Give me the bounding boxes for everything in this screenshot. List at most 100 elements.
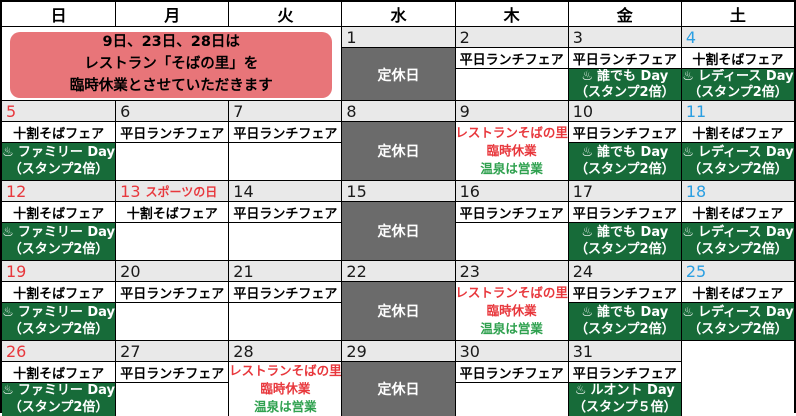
week-row-1: 9日、23日、28日は レストラン「そばの里」を 臨時休業とさせていただきます … <box>2 26 794 102</box>
day-cell-1: 1 定休日 <box>341 27 455 102</box>
weekday-label-fri: 金 <box>567 2 681 26</box>
event-label: ♨ ファミリー Day （スタンプ2倍） <box>2 223 116 260</box>
week-row-5: 26 十割そばフェア ♨ ファミリー Day （スタンプ2倍） 27 平日ランチフ… <box>2 340 794 416</box>
fair-label: 平日ランチフェア <box>116 362 229 383</box>
day-cell-14: 14 平日ランチフェア <box>228 181 342 260</box>
restaurant-name: レストランそばの里 <box>229 363 342 378</box>
day-number: 17 <box>568 181 681 202</box>
day-cell-11: 11 十割そばフェア ♨ レディース Day （スタンプ2倍） <box>680 101 794 180</box>
day-number: 10 <box>568 101 681 122</box>
restaurant-name: レストランそばの里 <box>455 124 568 140</box>
day-number: 28 <box>229 341 342 362</box>
event-stamp: （スタンプ2倍） <box>688 161 788 177</box>
day-cell-18: 18 十割そばフェア ♨ レディース Day （スタンプ2倍） <box>680 181 794 260</box>
fair-label: 平日ランチフェア <box>568 122 681 143</box>
restaurant-closure-notice: 9日、23日、28日は レストラン「そばの里」を 臨時休業とさせていただきます <box>10 32 333 98</box>
day-cell-5: 5 十割そばフェア ♨ ファミリー Day （スタンプ2倍） <box>2 101 116 180</box>
fair-label: 十割そばフェア <box>2 282 116 303</box>
day-number: 22 <box>342 261 455 282</box>
restaurant-name: レストランそばの里 <box>455 284 568 300</box>
day-cell-22: 22 定休日 <box>341 261 455 340</box>
notice-cell: 9日、23日、28日は レストラン「そばの里」を 臨時休業とさせていただきます <box>2 27 342 102</box>
hot-spring-icon: ♨ <box>2 305 14 321</box>
closed-label: 定休日 <box>342 122 455 180</box>
event-area-empty <box>456 69 568 102</box>
event-name: レディース Day <box>697 145 794 161</box>
fair-label: 十割そばフェア <box>681 122 794 143</box>
day-cell-10: 10 平日ランチフェア ♨ 誰でも Day （スタンプ2倍） <box>567 101 681 180</box>
day-cell-31: 31 平日ランチフェア ♨ ルオント Day （スタンプ５倍） <box>567 341 681 416</box>
temp-closed: 臨時休業 <box>260 381 311 397</box>
event-area-empty <box>116 223 228 260</box>
day-cell-25: 25 十割そばフェア ♨ レディース Day （スタンプ2倍） <box>680 261 794 340</box>
day-cell-29: 29 定休日 <box>341 341 455 416</box>
event-label: ♨ レディース Day （スタンプ2倍） <box>681 303 794 340</box>
event-label: ♨ レディース Day （スタンプ2倍） <box>681 143 794 180</box>
weekday-label-sun: 日 <box>50 6 67 25</box>
hot-spring-icon: ♨ <box>682 69 694 84</box>
day-cell-12: 12 十割そばフェア ♨ ファミリー Day （スタンプ2倍） <box>2 181 116 260</box>
fair-label: 平日ランチフェア <box>568 282 681 303</box>
event-stamp: （スタンプ2倍） <box>688 321 788 337</box>
hot-spring-icon: ♨ <box>2 383 14 399</box>
hot-spring-icon: ♨ <box>2 225 14 241</box>
event-stamp: （スタンプ2倍） <box>8 161 109 177</box>
restaurant-closed-note: レストランそばの里 臨時休業 温泉は営業 <box>455 122 568 180</box>
day-cell-2: 2 平日ランチフェア <box>454 27 568 102</box>
day-cell-4: 4 十割そばフェア ♨ レディース Day （スタンプ2倍） <box>680 27 794 102</box>
fair-label: 平日ランチフェア <box>229 122 342 143</box>
event-stamp: （スタンプ2倍） <box>8 399 109 415</box>
day-cell-27: 27 平日ランチフェア <box>115 341 229 416</box>
event-name: レディース Day <box>697 69 794 84</box>
restaurant-closed-note: レストランそばの里 臨時休業 温泉は営業 <box>229 362 342 416</box>
hot-spring-icon: ♨ <box>682 225 694 241</box>
event-stamp: （スタンプ2倍） <box>574 85 675 101</box>
day-number: 4 <box>681 27 794 48</box>
event-area-empty <box>456 383 568 416</box>
event-stamp: （スタンプ2倍） <box>8 241 109 257</box>
weekday-label-mon: 月 <box>115 2 228 26</box>
event-label: ♨ ファミリー Day （スタンプ2倍） <box>2 143 116 180</box>
event-name: レディース Day <box>697 225 794 241</box>
day-number: 3 <box>568 27 681 48</box>
day-number: 21 <box>229 261 342 282</box>
weekday-label-wed: 水 <box>341 2 454 26</box>
day-cell-13: 13 スポーツの日 十割そばフェア <box>115 181 229 260</box>
hot-spring-icon: ♨ <box>682 305 694 321</box>
fair-label: 十割そばフェア <box>681 48 794 69</box>
day-cell-30: 30 平日ランチフェア <box>454 341 568 416</box>
event-label: ♨ 誰でも Day （スタンプ2倍） <box>568 303 681 340</box>
closed-label: 定休日 <box>342 362 455 416</box>
event-stamp: （スタンプ2倍） <box>574 321 675 337</box>
holiday-label: スポーツの日 <box>145 184 218 199</box>
event-name: 誰でも Day <box>597 225 669 241</box>
day-number: 20 <box>116 261 229 282</box>
event-name: ルオント Day <box>590 383 675 399</box>
event-label: ♨ 誰でも Day （スタンプ2倍） <box>568 69 681 102</box>
event-area-empty <box>116 383 228 416</box>
event-stamp: （スタンプ2倍） <box>688 241 788 257</box>
temp-closed: 臨時休業 <box>486 142 537 158</box>
event-label: ♨ ファミリー Day （スタンプ2倍） <box>2 383 116 416</box>
event-area-empty <box>116 303 228 340</box>
fair-label: 十割そばフェア <box>2 122 116 143</box>
day-number: 6 <box>116 101 229 122</box>
fair-label: 平日ランチフェア <box>116 122 229 143</box>
event-label: ♨ 誰でも Day （スタンプ2倍） <box>568 143 681 180</box>
event-name: 誰でも Day <box>597 69 669 84</box>
onsen-open: 温泉は営業 <box>480 321 543 337</box>
onsen-open: 温泉は営業 <box>480 161 543 177</box>
hot-spring-icon: ♨ <box>682 145 694 161</box>
event-label: ♨ 誰でも Day （スタンプ2倍） <box>568 223 681 260</box>
fair-label: 平日ランチフェア <box>455 202 568 223</box>
event-stamp: （スタンプ2倍） <box>688 85 788 101</box>
event-area-empty <box>116 143 228 180</box>
fair-label: 十割そばフェア <box>681 282 794 303</box>
day-number: 19 <box>2 261 116 282</box>
day-number: 24 <box>568 261 681 282</box>
hot-spring-icon: ♨ <box>581 305 594 321</box>
weekday-label-tue: 火 <box>228 2 341 26</box>
notice-line-1: 9日、23日、28日は <box>102 34 240 51</box>
day-cell-9: 9 レストランそばの里 臨時休業 温泉は営業 <box>454 101 568 180</box>
day-number: 25 <box>681 261 794 282</box>
